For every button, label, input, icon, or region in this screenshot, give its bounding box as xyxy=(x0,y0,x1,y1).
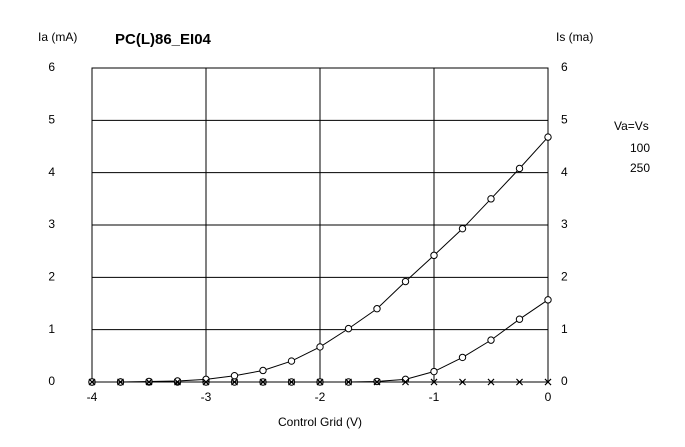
x-tick-label: -1 xyxy=(429,390,440,404)
y-tick-label: 3 xyxy=(48,217,55,231)
y2-axis-label: Is (ma) xyxy=(556,30,593,44)
y2-tick-label: 6 xyxy=(561,60,568,74)
marker-circle xyxy=(373,305,381,313)
legend-entry: 250 xyxy=(630,161,650,175)
y-tick-label: 1 xyxy=(48,322,55,336)
marker-x xyxy=(288,378,295,386)
y-tick-label: 5 xyxy=(48,113,55,127)
marker-circle xyxy=(430,251,438,260)
y2-tick-label: 1 xyxy=(561,322,568,336)
marker-x xyxy=(430,378,438,386)
marker-x xyxy=(544,378,552,386)
marker-x xyxy=(373,378,381,386)
marker-x xyxy=(88,378,96,386)
y2-tick-label: 2 xyxy=(561,270,568,284)
y-axis-label: Ia (mA) xyxy=(38,30,77,44)
y2-tick-label: 5 xyxy=(561,113,568,127)
marker-x xyxy=(174,378,181,386)
marker-circle xyxy=(487,195,495,203)
y2-tick-label: 4 xyxy=(561,165,568,179)
y2-tick-label: 0 xyxy=(561,374,568,388)
y-tick-label: 2 xyxy=(48,270,55,284)
marker-circle xyxy=(259,366,267,375)
marker-x xyxy=(259,378,267,386)
x-tick-label: -4 xyxy=(87,390,98,404)
marker-circle xyxy=(316,343,324,351)
marker-circle xyxy=(458,353,467,362)
marker-circle xyxy=(515,164,524,173)
marker-circle xyxy=(544,133,552,141)
marker-circle xyxy=(344,324,353,333)
marker-x xyxy=(516,378,523,386)
marker-x xyxy=(487,378,495,386)
marker-circle xyxy=(173,377,182,385)
marker-x xyxy=(145,378,153,386)
marker-x xyxy=(459,378,466,386)
marker-x xyxy=(345,378,352,386)
y-tick-label: 0 xyxy=(48,374,55,388)
marker-circle xyxy=(401,277,410,286)
marker-circle xyxy=(544,296,552,304)
x-tick-label: 0 xyxy=(545,390,552,404)
marker-circle xyxy=(458,224,467,233)
marker-circle xyxy=(430,367,438,376)
y2-tick-label: 3 xyxy=(561,217,568,231)
marker-x xyxy=(117,378,124,386)
marker-circle xyxy=(287,357,296,365)
marker-circle xyxy=(515,315,524,323)
legend-entry: 100 xyxy=(630,141,650,155)
marker-x xyxy=(202,378,210,386)
marker-x xyxy=(316,378,324,386)
legend-title: Va=Vs xyxy=(614,119,649,133)
marker-circle xyxy=(487,336,495,344)
x-axis-label: Control Grid (V) xyxy=(278,415,362,429)
chart-title: PC(L)86_EI04 xyxy=(115,31,212,48)
marker-x xyxy=(231,378,238,386)
y-tick-label: 4 xyxy=(48,165,55,179)
y-tick-label: 6 xyxy=(48,60,55,74)
marker-x xyxy=(402,378,409,386)
x-tick-label: -2 xyxy=(315,390,326,404)
marker-circle xyxy=(230,372,239,380)
x-tick-label: -3 xyxy=(201,390,212,404)
